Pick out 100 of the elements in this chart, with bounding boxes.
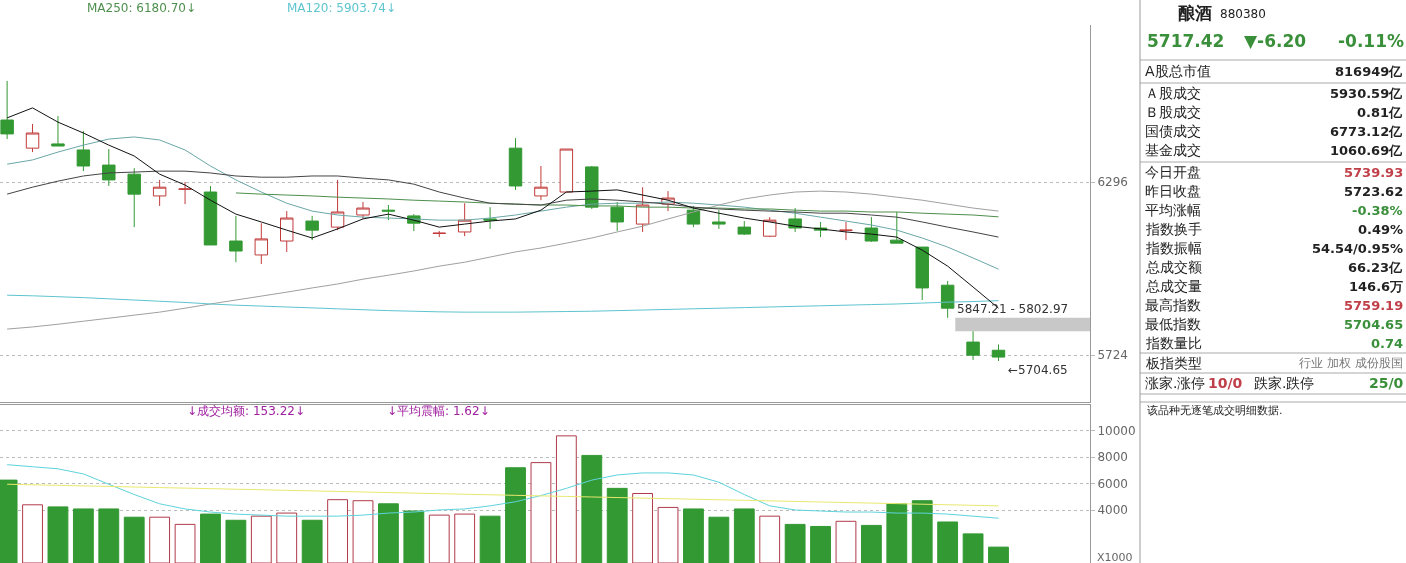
text: Ｂ股成交 (1145, 104, 1201, 120)
line-series (6, 170, 999, 238)
bar (479, 515, 501, 563)
text: 25/0 (1369, 375, 1404, 391)
text: -0.38% (1352, 203, 1403, 218)
text: ▼-6.20 (1244, 31, 1307, 51)
candlestick (51, 115, 65, 147)
bar (301, 519, 323, 563)
text: 5739.93 (1344, 165, 1404, 180)
candlestick (152, 179, 167, 207)
bar (606, 487, 628, 563)
y-tick-label: 4000 (1097, 503, 1128, 518)
text: 该品种无逐笔成交明细数据. (1147, 404, 1283, 417)
text: 最高指数 (1145, 297, 1201, 313)
text: 0.74 (1371, 336, 1404, 351)
candlestick (610, 201, 624, 232)
text: 今日开盘 (1145, 164, 1201, 180)
text: 5717.42 (1147, 31, 1225, 51)
bar (683, 508, 704, 563)
bar (784, 523, 806, 563)
candlestick (229, 215, 243, 263)
bar (72, 508, 94, 563)
y-tick-label: 6000 (1097, 476, 1128, 491)
candlestick (330, 179, 345, 231)
line-series (235, 192, 999, 218)
text: 6773.12亿 (1330, 124, 1404, 139)
text: 1060.69亿 (1330, 143, 1404, 158)
band-label: 5847.21 - 5802.97 (957, 302, 1069, 316)
bar (733, 508, 755, 563)
text: 最低指数 (1145, 316, 1201, 332)
bar (708, 516, 730, 563)
text: 板指类型 (1145, 355, 1202, 371)
text: 54.54/0.95% (1312, 241, 1403, 256)
annotation: ↓平均震幅: 1.62↓ (387, 404, 490, 418)
candlestick (203, 185, 218, 246)
text: 880380 (1220, 7, 1266, 21)
text: 行业 加权 成份股国 (1299, 356, 1403, 370)
text: 基金成交 (1145, 142, 1201, 158)
bar (581, 454, 603, 563)
text: 816949亿 (1335, 64, 1404, 79)
text: MA250: 6180.70↓ (87, 1, 197, 15)
text: 5759.19 (1344, 298, 1404, 313)
bar (886, 503, 908, 563)
text: 5930.59亿 (1330, 86, 1404, 101)
bar (988, 546, 1009, 563)
text: 指数振幅 (1145, 240, 1202, 256)
text: 平均涨幅 (1145, 202, 1201, 218)
candlestick (508, 137, 523, 191)
candlestick (534, 165, 548, 201)
bar (47, 506, 69, 563)
text: 5723.62 (1344, 184, 1404, 199)
bar (911, 500, 933, 563)
candlestick (915, 246, 929, 301)
bar (98, 508, 120, 563)
annotation: ←5704.65 (1008, 363, 1068, 377)
text: 10/0 (1208, 375, 1243, 391)
text: 酿酒 (1178, 3, 1212, 23)
text: X1000 (1097, 551, 1133, 563)
candlestick (635, 186, 650, 233)
bar (860, 524, 882, 563)
bar (810, 525, 831, 563)
candlestick (712, 209, 726, 230)
candlestick (483, 206, 497, 230)
line-series (6, 483, 999, 507)
text: 5704.65 (1344, 317, 1404, 332)
line-series (6, 464, 999, 519)
y-tick-label: 6296 (1097, 175, 1128, 190)
bar (225, 519, 247, 563)
text: 总成交额 (1145, 259, 1202, 275)
bar (403, 510, 425, 563)
text: MA120: 5903.74↓ (287, 1, 397, 15)
bar (123, 516, 145, 563)
candlestick (839, 221, 853, 241)
line-series (6, 136, 999, 270)
candlestick (178, 181, 192, 205)
text: 指数换手 (1145, 221, 1202, 237)
candlestick (0, 80, 14, 140)
candlestick (102, 148, 116, 187)
text: 146.6万 (1349, 279, 1404, 294)
y-tick-label: 10000 (1097, 423, 1136, 438)
bar (505, 467, 526, 563)
candlestick (381, 204, 396, 221)
candlestick (737, 220, 752, 236)
candlestick (762, 216, 777, 238)
candlestick (940, 280, 955, 319)
candlestick (559, 148, 574, 193)
text: 指数量比 (1145, 335, 1202, 351)
bar (378, 503, 399, 563)
candlestick (127, 167, 141, 228)
text: 跌家.跌停 (1254, 375, 1315, 391)
candlestick (280, 210, 294, 253)
y-tick-label: 8000 (1097, 450, 1128, 465)
candlestick (254, 222, 269, 265)
text: 涨家.涨停 (1145, 375, 1206, 391)
text: 0.81亿 (1357, 105, 1404, 120)
text: A股总市值 (1145, 63, 1211, 79)
bar (937, 521, 959, 563)
candlestick (890, 211, 904, 244)
text: Ａ股成交 (1145, 85, 1201, 101)
bar (200, 513, 221, 563)
